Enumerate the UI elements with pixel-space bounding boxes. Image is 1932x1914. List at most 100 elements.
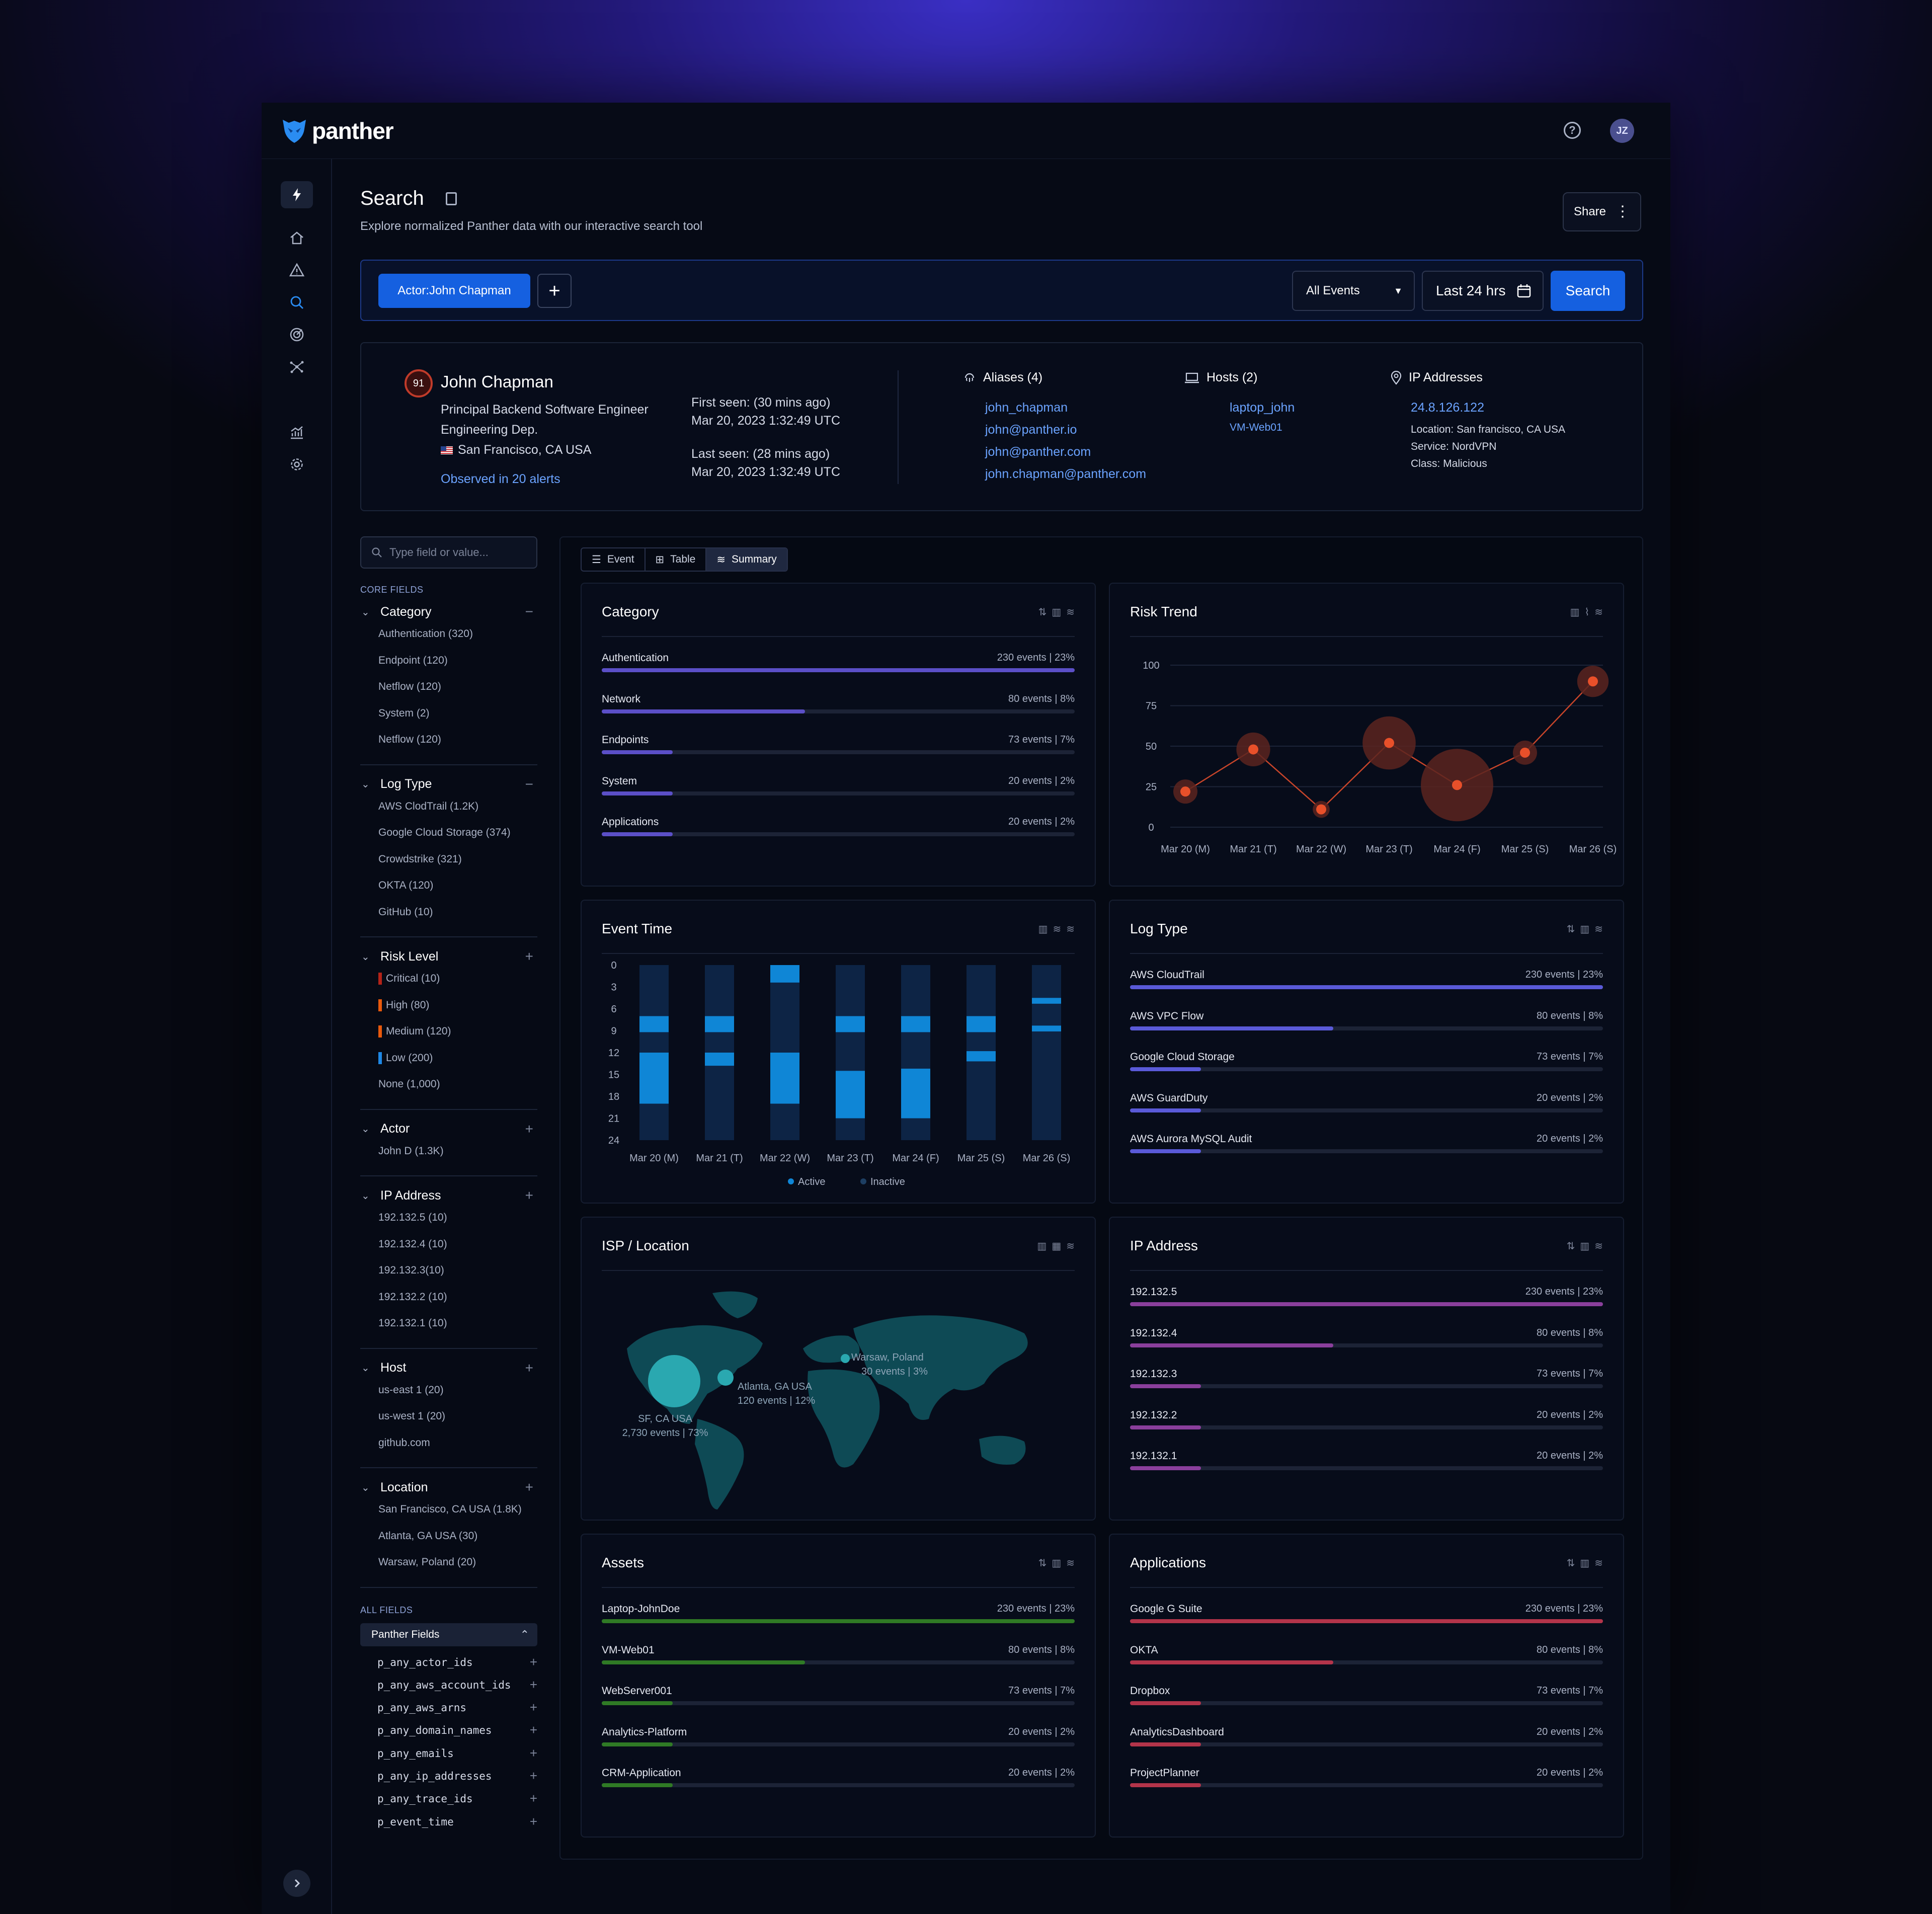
field-value-item[interactable]: Warsaw, Poland (20) bbox=[378, 1556, 476, 1568]
panther-logo[interactable]: panther bbox=[281, 117, 394, 145]
host-link[interactable]: laptop_john bbox=[1230, 401, 1295, 415]
user-avatar[interactable]: JZ bbox=[1610, 119, 1634, 143]
layers-icon[interactable]: ≋ bbox=[1594, 924, 1603, 935]
panther-field-item[interactable]: p_any_aws_account_ids + bbox=[377, 1677, 537, 1693]
bar-row[interactable]: Dropbox 73 events | 7% bbox=[1130, 1685, 1603, 1720]
risk-point[interactable] bbox=[1248, 744, 1258, 755]
expand-icon[interactable]: + bbox=[525, 1187, 533, 1203]
alias-link[interactable]: john_chapman bbox=[985, 401, 1068, 415]
risk-point[interactable] bbox=[1316, 804, 1326, 815]
bar-row[interactable]: AWS Aurora MySQL Audit 20 events | 2% bbox=[1130, 1133, 1603, 1168]
tab-summary[interactable]: ≋ Summary bbox=[706, 548, 787, 571]
layers-icon[interactable]: ≋ bbox=[1594, 1558, 1603, 1569]
sort-icon[interactable]: ⇅ bbox=[1038, 1558, 1047, 1569]
field-group-header[interactable]: ⌄ Risk Level + bbox=[360, 946, 537, 967]
bar-chart-icon[interactable]: ▥ bbox=[1580, 924, 1590, 935]
bar-row[interactable]: 192.132.5 230 events | 23% bbox=[1130, 1286, 1603, 1321]
active-segment[interactable] bbox=[639, 1016, 669, 1032]
alias-link[interactable]: john@panther.io bbox=[985, 423, 1077, 437]
active-segment[interactable] bbox=[901, 1016, 930, 1032]
field-value-item[interactable]: GitHub (10) bbox=[378, 906, 433, 918]
graph-icon[interactable] bbox=[281, 353, 313, 380]
filter-chip-actor[interactable]: Actor:John Chapman bbox=[378, 274, 530, 308]
bar-row[interactable]: OKTA 80 events | 8% bbox=[1130, 1644, 1603, 1680]
layers-icon[interactable]: ≋ bbox=[1594, 607, 1603, 618]
field-value-item[interactable]: System (2) bbox=[378, 707, 430, 720]
field-value-item[interactable]: 192.132.5 (10) bbox=[378, 1212, 447, 1224]
bar-row[interactable]: AWS CloudTrail 230 events | 23% bbox=[1130, 969, 1603, 1004]
active-segment[interactable] bbox=[836, 1016, 865, 1032]
analytics-icon[interactable] bbox=[281, 419, 313, 446]
home-icon[interactable] bbox=[281, 224, 313, 252]
field-value-item[interactable]: Google Cloud Storage (374) bbox=[378, 827, 511, 839]
field-value-item[interactable]: Authentication (320) bbox=[378, 628, 473, 640]
field-group-header[interactable]: ⌄ Location + bbox=[360, 1477, 537, 1497]
bar-chart-icon[interactable]: ▥ bbox=[1052, 607, 1062, 618]
field-value-item[interactable]: None (1,000) bbox=[378, 1078, 440, 1090]
expand-icon[interactable]: + bbox=[525, 1360, 533, 1376]
expand-icon[interactable]: + bbox=[525, 1121, 533, 1137]
risk-point[interactable] bbox=[1180, 786, 1190, 797]
panther-field-item[interactable]: p_event_time + bbox=[377, 1814, 537, 1829]
panther-field-item[interactable]: p_any_domain_names + bbox=[377, 1722, 537, 1738]
bar-row[interactable]: 192.132.4 80 events | 8% bbox=[1130, 1327, 1603, 1363]
bar-row[interactable]: Applications 20 events | 2% bbox=[602, 816, 1075, 851]
layers-icon[interactable]: ≋ bbox=[1066, 1241, 1075, 1252]
field-value-item[interactable]: Endpoint (120) bbox=[378, 655, 448, 667]
field-group-header[interactable]: ⌄ IP Address + bbox=[360, 1185, 537, 1206]
help-icon[interactable]: ? bbox=[1564, 122, 1581, 139]
inactive-bar[interactable] bbox=[1032, 965, 1061, 1140]
add-field-icon[interactable]: + bbox=[529, 1722, 537, 1738]
field-value-item[interactable]: Critical (10) bbox=[378, 973, 440, 985]
bar-row[interactable]: Authentication 230 events | 23% bbox=[602, 652, 1075, 687]
sort-icon[interactable]: ⇅ bbox=[1566, 924, 1575, 935]
field-value-item[interactable]: High (80) bbox=[378, 999, 429, 1011]
active-segment[interactable] bbox=[836, 1071, 865, 1119]
bar-row[interactable]: 192.132.3 73 events | 7% bbox=[1130, 1368, 1603, 1403]
sort-icon[interactable]: ⇅ bbox=[1566, 1558, 1575, 1569]
grid-chart-icon[interactable]: ≋ bbox=[1053, 924, 1062, 935]
field-value-item[interactable]: Atlanta, GA USA (30) bbox=[378, 1530, 477, 1542]
field-group-header[interactable]: ⌄ Host + bbox=[360, 1358, 537, 1378]
panther-fields-header[interactable]: Panther Fields ⌃ bbox=[360, 1623, 537, 1646]
panther-field-item[interactable]: p_any_aws_arns + bbox=[377, 1700, 537, 1715]
active-segment[interactable] bbox=[1032, 1025, 1061, 1031]
bar-row[interactable]: 192.132.2 20 events | 2% bbox=[1130, 1409, 1603, 1445]
search-nav-icon[interactable] bbox=[281, 289, 313, 316]
bar-row[interactable]: CRM-Application 20 events | 2% bbox=[602, 1767, 1075, 1802]
field-value-item[interactable]: Low (200) bbox=[378, 1052, 433, 1064]
risk-point[interactable] bbox=[1588, 676, 1598, 687]
field-value-item[interactable]: AWS ClodTrail (1.2K) bbox=[378, 801, 478, 813]
field-value-item[interactable]: Netflow (120) bbox=[378, 681, 441, 693]
bar-row[interactable]: VM-Web01 80 events | 8% bbox=[602, 1644, 1075, 1680]
bar-row[interactable]: Endpoints 73 events | 7% bbox=[602, 734, 1075, 769]
add-field-icon[interactable]: + bbox=[529, 1768, 537, 1783]
detection-icon[interactable] bbox=[281, 321, 313, 348]
add-field-icon[interactable]: + bbox=[529, 1677, 537, 1692]
field-value-item[interactable]: Crowdstrike (321) bbox=[378, 853, 462, 865]
ip-link[interactable]: 24.8.126.122 bbox=[1411, 401, 1484, 415]
lightning-icon[interactable] bbox=[281, 181, 313, 208]
host-link[interactable]: VM-Web01 bbox=[1230, 422, 1282, 433]
layers-icon[interactable]: ≋ bbox=[1066, 607, 1075, 618]
bar-chart-icon[interactable]: ▥ bbox=[1580, 1241, 1590, 1252]
alias-link[interactable]: john@panther.com bbox=[985, 445, 1091, 459]
field-value-item[interactable]: us-west 1 (20) bbox=[378, 1410, 445, 1422]
bar-chart-icon[interactable]: ▥ bbox=[1037, 1241, 1047, 1252]
observed-alerts-link[interactable]: Observed in 20 alerts bbox=[441, 472, 560, 486]
add-field-icon[interactable]: + bbox=[529, 1791, 537, 1806]
active-segment[interactable] bbox=[967, 1016, 996, 1032]
bar-row[interactable]: Google G Suite 230 events | 23% bbox=[1130, 1603, 1603, 1638]
field-value-item[interactable]: San Francisco, CA USA (1.8K) bbox=[378, 1503, 522, 1516]
notes-icon[interactable] bbox=[446, 192, 457, 205]
bar-chart-icon[interactable]: ▥ bbox=[1038, 924, 1048, 935]
expand-icon[interactable]: + bbox=[525, 1479, 533, 1495]
risk-point[interactable] bbox=[1452, 780, 1462, 790]
add-filter-button[interactable]: + bbox=[537, 274, 572, 308]
field-value-item[interactable]: 192.132.4 (10) bbox=[378, 1238, 447, 1250]
location-bubble[interactable] bbox=[717, 1370, 734, 1386]
field-value-item[interactable]: 192.132.3(10) bbox=[378, 1264, 444, 1277]
panther-field-item[interactable]: p_any_emails + bbox=[377, 1745, 537, 1761]
risk-point[interactable] bbox=[1520, 747, 1530, 758]
alert-icon[interactable] bbox=[281, 257, 313, 284]
